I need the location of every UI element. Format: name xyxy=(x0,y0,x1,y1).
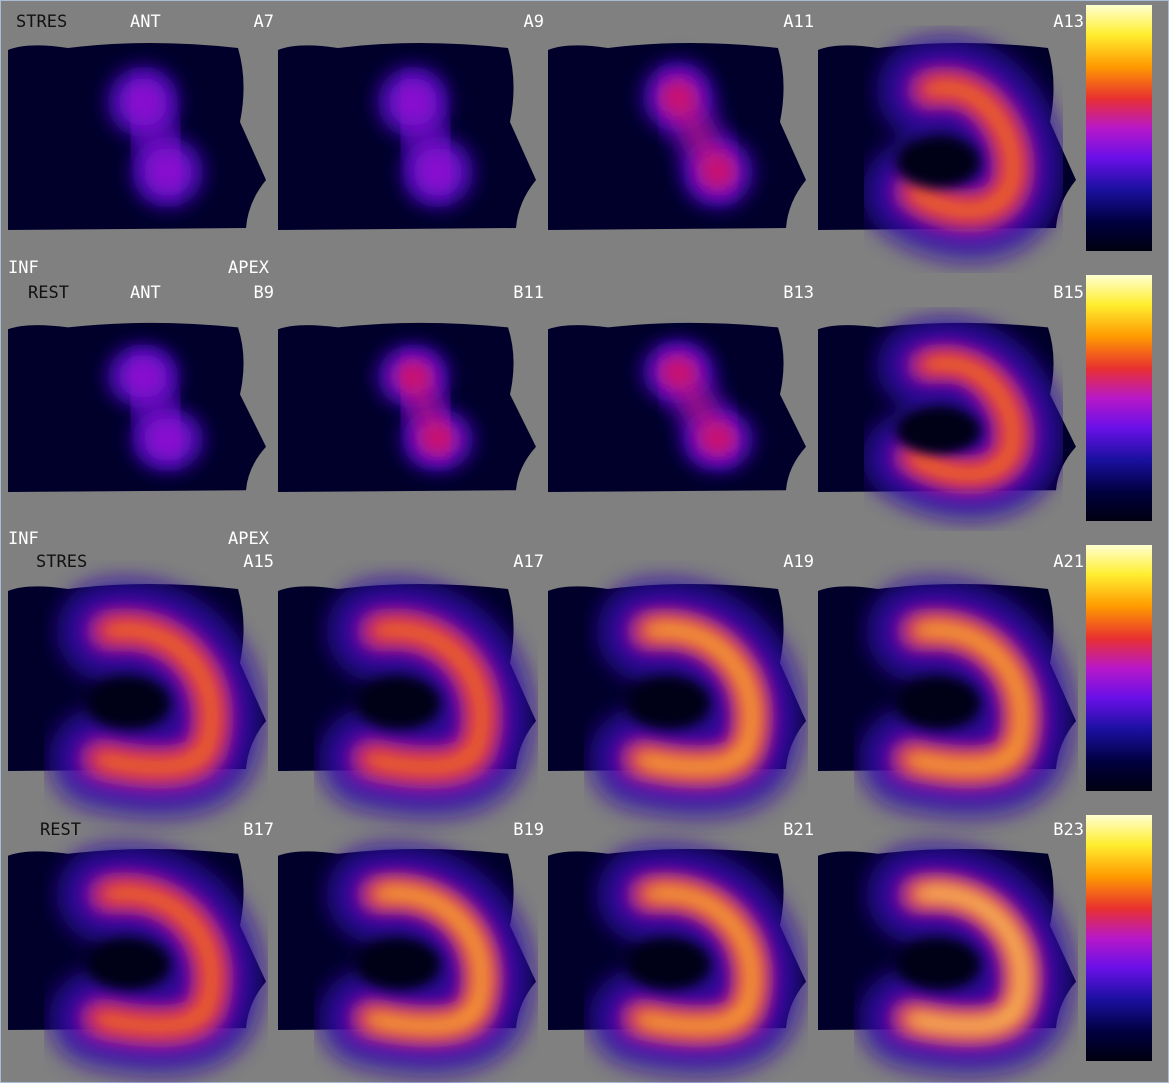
view-label: STRES xyxy=(36,552,87,572)
slice-label: B9 xyxy=(254,283,274,303)
cavity xyxy=(86,677,170,729)
viewer: STRES ANT INF APEX A7 A9 A11 A13 REST ANT INF APEX B… xyxy=(0,0,1169,1083)
cavity xyxy=(356,939,440,989)
cavity xyxy=(896,939,980,989)
slice-label: A13 xyxy=(1053,12,1084,32)
slice-image xyxy=(278,849,536,1030)
uptake xyxy=(144,148,192,196)
uptake xyxy=(703,157,734,188)
view-label: REST xyxy=(40,820,81,840)
footer-label: APEX xyxy=(228,258,270,278)
cavity xyxy=(896,136,980,188)
slice-label: A15 xyxy=(243,552,274,572)
color-bar xyxy=(1086,815,1152,1061)
slice-image xyxy=(278,43,536,230)
cavity xyxy=(626,677,710,729)
cavity xyxy=(626,939,710,989)
slice-image xyxy=(8,43,266,230)
footer-label: INF xyxy=(8,529,39,549)
uptake xyxy=(414,148,462,196)
color-bar xyxy=(1086,545,1152,791)
cavity xyxy=(356,677,440,729)
cavity xyxy=(896,407,980,454)
orientation-label: ANT xyxy=(130,12,161,32)
uptake xyxy=(144,418,192,462)
color-bar xyxy=(1086,275,1152,521)
view-label: REST xyxy=(28,283,69,303)
cavity xyxy=(896,677,980,729)
slice-image xyxy=(278,584,536,771)
slice-label: A9 xyxy=(524,12,544,32)
color-bar xyxy=(1086,5,1152,251)
slice-label: A21 xyxy=(1053,552,1084,572)
uptake xyxy=(663,358,694,386)
slice-label: A19 xyxy=(783,552,814,572)
uptake xyxy=(398,362,429,390)
uptake xyxy=(389,78,437,126)
slice-image xyxy=(818,849,1076,1030)
slice-label: B13 xyxy=(783,283,814,303)
uptake xyxy=(119,354,167,398)
uptake xyxy=(703,426,734,454)
uptake xyxy=(423,426,454,454)
uptake xyxy=(663,82,694,113)
view-label: STRES xyxy=(16,12,67,32)
cavity xyxy=(86,939,170,989)
footer-label: INF xyxy=(8,258,39,278)
slice-label: A7 xyxy=(254,12,274,32)
slice-image xyxy=(8,584,266,771)
uptake xyxy=(119,78,167,126)
slice-image xyxy=(548,323,806,492)
slice-image xyxy=(8,323,266,492)
slice-image xyxy=(818,43,1076,230)
slice-label: B11 xyxy=(513,283,544,303)
slice-image xyxy=(818,323,1076,492)
slice-label: A11 xyxy=(783,12,814,32)
slice-label: B15 xyxy=(1053,283,1084,303)
slice-image xyxy=(548,43,806,230)
slice-image xyxy=(548,849,806,1030)
slice-label: B21 xyxy=(783,820,814,840)
slice-label: B23 xyxy=(1053,820,1084,840)
slice-image xyxy=(8,849,266,1030)
slice-image xyxy=(818,584,1076,771)
slice-label: A17 xyxy=(513,552,544,572)
footer-label: APEX xyxy=(228,529,270,549)
orientation-label: ANT xyxy=(130,283,161,303)
slice-image xyxy=(278,323,536,492)
slice-label: B19 xyxy=(513,820,544,840)
slice-label: B17 xyxy=(243,820,274,840)
slice-image xyxy=(548,584,806,771)
